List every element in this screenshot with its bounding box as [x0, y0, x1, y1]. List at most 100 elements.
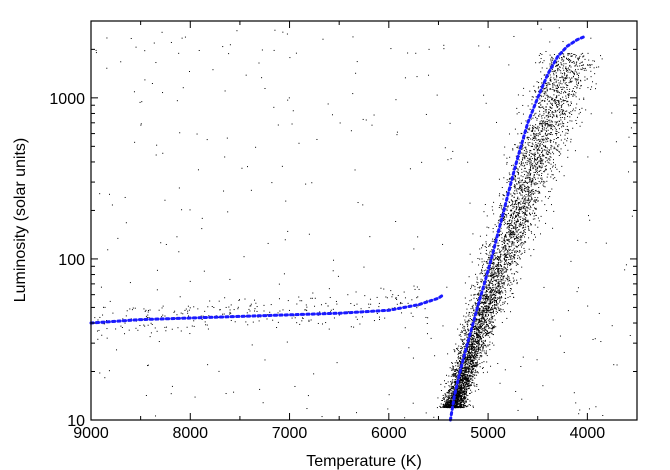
star-point: [561, 89, 563, 91]
star-point: [469, 356, 471, 358]
star-point: [491, 333, 493, 335]
star-point: [456, 347, 458, 349]
star-point: [520, 253, 522, 255]
star-point: [472, 355, 474, 357]
star-point: [526, 209, 528, 211]
star-point: [550, 88, 552, 90]
star-point: [472, 349, 474, 351]
star-point: [564, 72, 566, 74]
star-point: [467, 364, 469, 366]
star-point: [464, 369, 466, 371]
star-point: [489, 327, 491, 329]
star-point: [495, 268, 497, 270]
star-point: [564, 83, 566, 85]
star-point: [535, 147, 537, 149]
star-point: [467, 377, 469, 379]
star-point: [535, 112, 537, 114]
star-point: [520, 225, 522, 226]
star-point: [546, 120, 548, 122]
star-point: [479, 334, 481, 336]
star-point: [458, 395, 460, 397]
star-point: [493, 262, 495, 264]
star-point: [490, 296, 492, 298]
star-point: [498, 220, 500, 222]
star-point: [491, 312, 493, 314]
star-point: [459, 362, 461, 364]
star-point: [504, 256, 506, 258]
star-point: [471, 376, 473, 378]
star-point: [451, 382, 453, 384]
star-point: [507, 205, 509, 207]
star-point: [521, 149, 523, 151]
star-point: [492, 266, 494, 268]
star-point: [498, 292, 500, 294]
star-point: [463, 394, 465, 396]
star-point: [467, 328, 469, 330]
star-point: [491, 267, 493, 269]
star-point: [541, 122, 543, 124]
star-point: [519, 221, 521, 223]
star-point: [472, 352, 474, 354]
star-point: [475, 319, 477, 321]
star-point: [458, 384, 460, 386]
star-point: [512, 277, 514, 279]
star-point: [464, 401, 466, 403]
star-point: [498, 266, 500, 268]
star-point: [566, 89, 568, 91]
star-point: [452, 393, 454, 395]
star-point: [476, 342, 478, 344]
star-point: [469, 253, 471, 255]
star-point: [556, 116, 558, 118]
star-point: [486, 261, 488, 263]
star-point: [446, 407, 448, 409]
star-point: [483, 310, 485, 312]
star-point: [539, 161, 541, 163]
star-point: [483, 327, 485, 329]
star-point: [513, 185, 515, 187]
star-point: [460, 377, 462, 379]
star-point: [522, 211, 524, 213]
star-point: [467, 366, 469, 368]
star-point: [565, 110, 567, 112]
star-point: [500, 297, 502, 299]
star-point: [485, 296, 487, 298]
star-point: [545, 134, 547, 136]
star-point: [446, 405, 448, 407]
star-point: [501, 260, 503, 262]
star-point: [468, 379, 470, 381]
star-point: [590, 70, 592, 72]
star-point: [501, 268, 503, 270]
star-point: [512, 207, 514, 209]
star-point: [571, 80, 573, 82]
star-point: [483, 319, 485, 321]
star-point: [487, 307, 489, 309]
star-point: [457, 400, 459, 402]
star-point: [514, 250, 516, 252]
star-point: [583, 68, 585, 69]
star-point: [506, 223, 508, 225]
star-point: [550, 134, 552, 135]
star-point: [476, 356, 478, 358]
star-point: [500, 295, 502, 297]
star-point: [502, 282, 504, 284]
star-point: [462, 377, 464, 379]
star-point: [501, 232, 503, 234]
star-point: [528, 237, 530, 239]
star-point: [483, 314, 485, 316]
star-point: [459, 390, 461, 392]
star-point: [490, 268, 492, 270]
star-point: [479, 339, 481, 341]
star-point: [513, 204, 515, 206]
star-point: [482, 309, 484, 311]
star-point: [561, 165, 563, 167]
star-point: [503, 177, 505, 179]
star-point: [528, 177, 530, 179]
star-point: [482, 245, 484, 247]
star-point: [471, 305, 473, 307]
star-point: [450, 389, 452, 391]
star-point: [487, 298, 488, 300]
star-point: [479, 273, 481, 275]
star-point: [516, 246, 518, 248]
star-point: [466, 366, 468, 368]
